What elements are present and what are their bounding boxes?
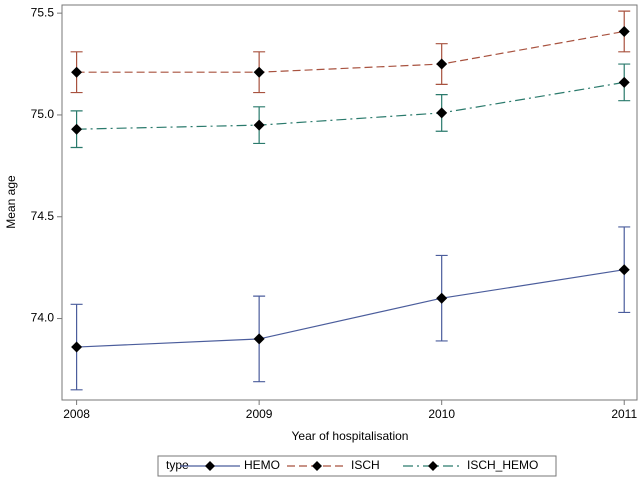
x-tick-label: 2008 bbox=[63, 407, 90, 421]
series-line bbox=[76, 30, 625, 73]
x-tick-label: 2009 bbox=[246, 407, 273, 421]
legend-label: HEMO bbox=[244, 458, 280, 472]
marker bbox=[253, 119, 265, 131]
marker bbox=[71, 341, 83, 353]
legend-marker bbox=[428, 461, 438, 471]
y-axis-label: Mean age bbox=[4, 175, 18, 229]
y-tick-label: 74.0 bbox=[31, 311, 55, 325]
plot-frame bbox=[61, 4, 638, 401]
series-line bbox=[76, 269, 625, 348]
marker bbox=[71, 66, 83, 78]
y-tick-label: 74.5 bbox=[31, 209, 55, 223]
x-tick-label: 2011 bbox=[611, 407, 637, 421]
series-line bbox=[76, 81, 625, 130]
legend-title: type bbox=[166, 458, 189, 472]
legend-marker bbox=[205, 461, 215, 471]
y-tick-label: 75.0 bbox=[31, 107, 55, 121]
x-tick-label: 2010 bbox=[428, 407, 455, 421]
x-axis-label: Year of hospitalisation bbox=[292, 429, 409, 443]
marker bbox=[618, 264, 630, 276]
marker bbox=[436, 292, 448, 304]
legend-label: ISCH_HEMO bbox=[467, 458, 538, 472]
marker bbox=[436, 107, 448, 119]
marker bbox=[253, 333, 265, 345]
marker bbox=[436, 58, 448, 70]
marker bbox=[71, 123, 83, 135]
legend-label: ISCH bbox=[351, 458, 380, 472]
marker bbox=[253, 66, 265, 78]
y-tick-label: 75.5 bbox=[31, 5, 55, 19]
legend-box bbox=[157, 455, 557, 477]
marker bbox=[618, 25, 630, 37]
legend-marker bbox=[312, 461, 322, 471]
marker bbox=[618, 76, 630, 88]
